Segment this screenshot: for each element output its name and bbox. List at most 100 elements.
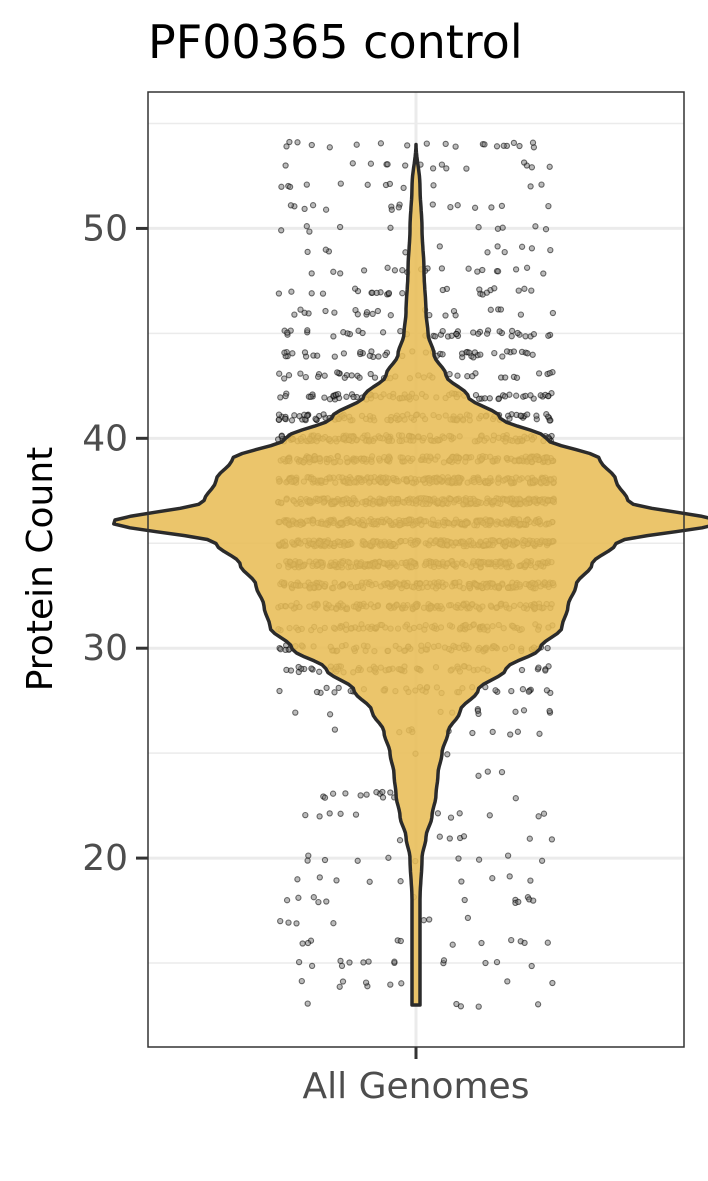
data-point: [282, 162, 289, 169]
data-point: [337, 180, 344, 187]
data-point: [304, 939, 312, 947]
y-tick-label: 30: [82, 628, 128, 669]
data-point: [331, 353, 338, 360]
data-point: [360, 959, 367, 966]
data-point: [387, 789, 394, 796]
data-point: [360, 267, 368, 274]
data-point: [476, 286, 483, 293]
data-point: [471, 349, 479, 356]
data-point: [548, 836, 556, 843]
data-point: [434, 810, 442, 817]
data-point: [510, 139, 518, 147]
data-point: [315, 898, 322, 906]
data-point: [282, 392, 289, 400]
data-point: [314, 352, 321, 359]
data-point: [510, 348, 518, 355]
data-point: [547, 246, 554, 254]
data-point: [518, 243, 526, 250]
data-point: [502, 374, 509, 381]
data-point: [362, 979, 370, 986]
data-point: [439, 286, 446, 294]
data-point: [398, 980, 405, 987]
data-point: [525, 688, 532, 695]
data-point: [304, 248, 311, 256]
data-point: [524, 411, 531, 418]
data-point: [457, 1003, 465, 1010]
data-point: [460, 833, 468, 840]
data-point: [533, 412, 540, 419]
data-point: [308, 141, 315, 149]
data-point: [291, 412, 298, 419]
data-point: [506, 415, 513, 422]
data-point: [443, 165, 450, 172]
data-point: [386, 180, 394, 188]
data-point: [351, 285, 359, 292]
data-point: [521, 285, 528, 292]
data-point: [481, 141, 488, 148]
data-point: [538, 181, 545, 188]
data-point: [309, 202, 317, 209]
data-point: [304, 857, 311, 864]
data-point: [295, 894, 302, 901]
data-point: [339, 978, 347, 985]
data-point: [307, 393, 314, 401]
data-point: [395, 204, 402, 211]
data-point: [404, 142, 411, 149]
data-point: [508, 327, 516, 335]
data-point: [524, 350, 531, 357]
data-point: [302, 811, 309, 819]
data-point: [363, 309, 371, 316]
data-point: [304, 1000, 311, 1007]
data-point: [304, 412, 311, 419]
data-point: [446, 835, 453, 842]
data-point: [384, 264, 391, 271]
data-point: [306, 228, 313, 235]
data-point: [287, 202, 295, 209]
data-point: [535, 664, 542, 671]
data-point: [483, 330, 491, 337]
data-point: [475, 330, 482, 337]
data-point: [313, 688, 321, 696]
data-point: [484, 249, 491, 256]
data-point: [283, 666, 290, 674]
data-point: [470, 329, 477, 336]
data-point: [365, 958, 372, 965]
data-point: [504, 852, 512, 859]
data-point: [321, 394, 328, 401]
data-point: [455, 855, 462, 862]
data-point: [277, 646, 284, 653]
data-point: [366, 878, 373, 885]
data-point: [275, 416, 282, 423]
data-point: [530, 331, 538, 338]
data-point: [429, 165, 437, 172]
data-point: [319, 290, 327, 297]
data-point: [336, 983, 343, 990]
data-point: [464, 373, 471, 380]
data-point: [546, 163, 553, 170]
data-point: [387, 312, 394, 319]
data-point: [517, 412, 524, 419]
data-point: [508, 333, 515, 340]
data-point: [369, 310, 376, 318]
data-point: [316, 668, 323, 675]
data-point: [385, 854, 392, 861]
data-point: [276, 687, 283, 695]
data-point: [486, 812, 493, 819]
data-point: [373, 789, 380, 796]
data-point: [322, 206, 330, 213]
data-point: [469, 373, 476, 380]
data-point: [545, 332, 552, 339]
data-point: [284, 329, 291, 336]
data-point: [348, 372, 355, 379]
data-point: [478, 939, 485, 947]
data-point: [331, 689, 338, 696]
data-point: [286, 183, 294, 191]
data-point: [337, 270, 344, 277]
data-point: [399, 267, 406, 274]
data-point: [326, 144, 333, 151]
data-point: [301, 349, 309, 356]
data-point: [293, 920, 300, 927]
data-point: [384, 161, 391, 168]
data-point: [454, 372, 461, 379]
